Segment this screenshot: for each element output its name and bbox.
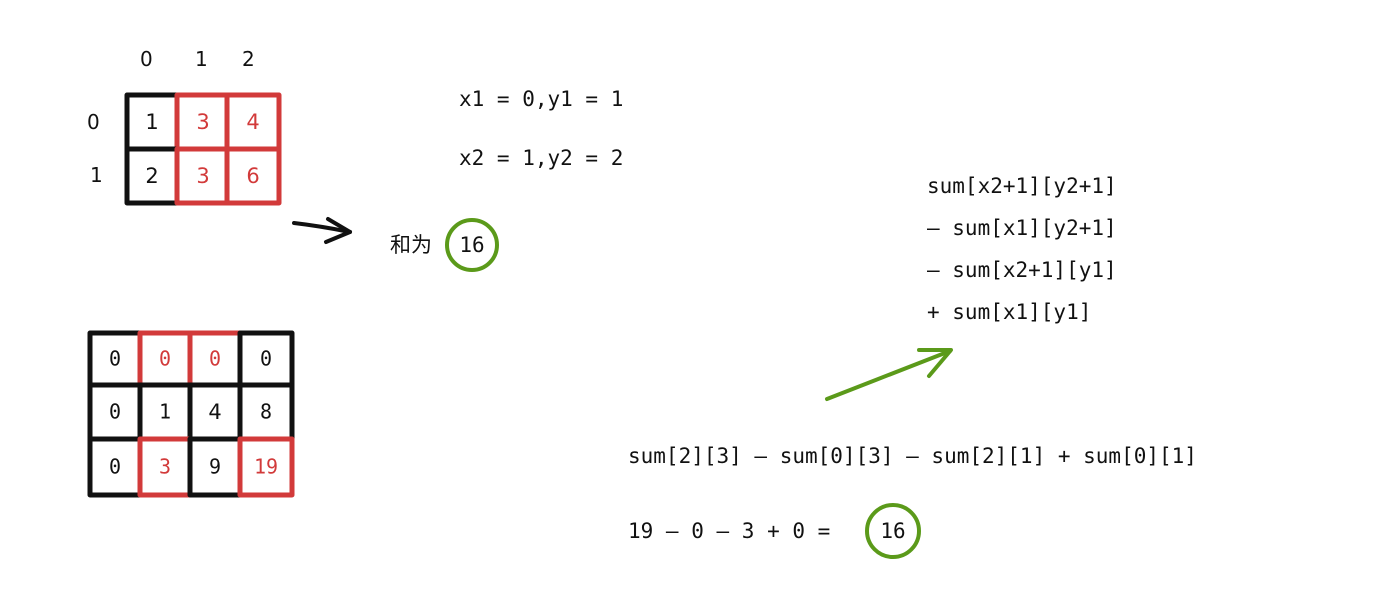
- circle-highlight-icon: [865, 503, 921, 559]
- col-header: 1: [195, 47, 208, 71]
- sum-value: 1: [159, 400, 171, 424]
- sum-value: 0: [260, 347, 272, 371]
- coord-line-2: x2 = 1,y2 = 2: [459, 146, 623, 170]
- sum-value: 4: [208, 400, 221, 424]
- coord-line-1: x1 = 0,y1 = 1: [459, 87, 623, 111]
- arrow-up-right-icon: [825, 348, 953, 401]
- matrix-value: 4: [246, 110, 259, 134]
- calc-expression: sum[2][3] – sum[0][3] – sum[2][1] + sum[…: [628, 444, 1197, 468]
- sum-value: 0: [109, 347, 121, 371]
- calc-arith: 19 – 0 – 3 + 0 =: [628, 519, 830, 543]
- matrix-cell-highlighted: [224, 146, 282, 206]
- sum-value: 3: [159, 455, 171, 479]
- matrix-value: 3: [196, 164, 209, 188]
- matrix-value: 3: [196, 110, 209, 134]
- small-matrix: 0 1 2 0 1 1 3 4 2 3 6: [87, 47, 282, 206]
- col-header: 2: [242, 47, 255, 71]
- sum-value: 0: [159, 347, 171, 371]
- formula-line: sum[x2+1][y2+1]: [927, 174, 1117, 198]
- sum-value: 8: [260, 400, 272, 424]
- row-header: 1: [90, 163, 103, 187]
- calc-result: 16: [880, 519, 905, 543]
- sum-cell-highlighted: [237, 436, 295, 498]
- col-header: 0: [140, 47, 153, 71]
- formula-block: sum[x2+1][y2+1] – sum[x1][y2+1] – sum[x2…: [927, 174, 1117, 324]
- row-header: 0: [87, 110, 100, 134]
- sum-value: 9: [209, 455, 221, 479]
- formula-line: – sum[x1][y2+1]: [927, 216, 1117, 240]
- sum-value: 16: [459, 233, 484, 257]
- sum-value: 0: [209, 347, 221, 371]
- sum-value: 0: [109, 400, 121, 424]
- prefix-sum-matrix: 0 0 0 0 0 1 4 8 0 3 9 19: [87, 330, 295, 498]
- formula-line: + sum[x1][y1]: [927, 300, 1091, 324]
- matrix-value: 2: [145, 164, 158, 188]
- matrix-value: 6: [246, 164, 259, 188]
- arrow-right-icon: [292, 217, 352, 244]
- formula-line: – sum[x2+1][y1]: [927, 258, 1117, 282]
- sum-label: 和为: [390, 233, 432, 257]
- circle-highlight-icon: [445, 218, 499, 272]
- sum-value: 0: [109, 455, 121, 479]
- sum-value: 19: [254, 455, 278, 479]
- matrix-value: 1: [145, 110, 158, 134]
